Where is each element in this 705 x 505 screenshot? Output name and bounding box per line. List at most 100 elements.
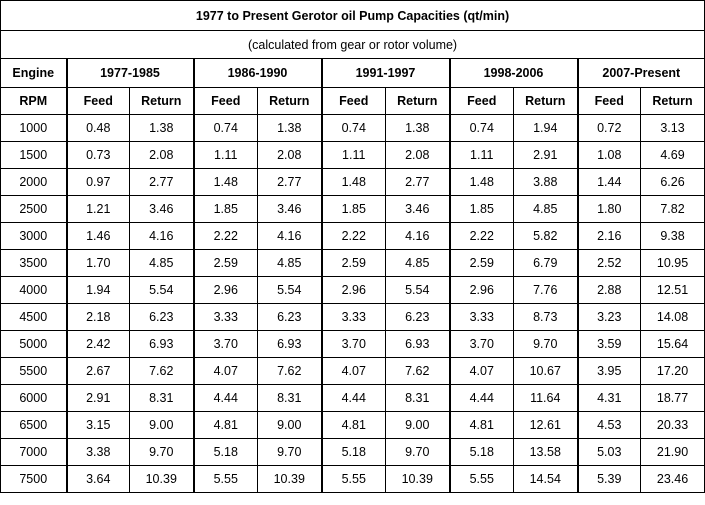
feed-cell: 1.44 bbox=[576, 168, 641, 196]
feed-cell: 4.31 bbox=[576, 384, 641, 412]
feed-cell: 1.08 bbox=[576, 141, 641, 169]
rpm-cell: 1500 bbox=[0, 141, 67, 169]
feed-cell: 3.95 bbox=[576, 357, 641, 385]
feed-cell: 4.53 bbox=[576, 411, 641, 439]
return-cell: 2.77 bbox=[385, 168, 450, 196]
rpm-cell: 2000 bbox=[0, 168, 67, 196]
rpm-cell: 7500 bbox=[0, 465, 67, 493]
feed-cell: 4.07 bbox=[192, 357, 258, 385]
table-row: 6500 3.15 9.00 4.81 9.00 4.81 9.00 4.81 12.61 4.5… bbox=[0, 411, 705, 439]
feed-cell: 0.74 bbox=[192, 114, 258, 142]
feed-header: Feed bbox=[448, 87, 514, 115]
feed-cell: 5.18 bbox=[448, 438, 514, 466]
return-cell: 6.93 bbox=[129, 330, 194, 358]
return-cell: 1.38 bbox=[385, 114, 450, 142]
feed-header: Feed bbox=[320, 87, 386, 115]
feed-cell: 1.21 bbox=[65, 195, 130, 223]
feed-cell: 4.07 bbox=[320, 357, 386, 385]
return-cell: 9.70 bbox=[385, 438, 450, 466]
return-cell: 4.85 bbox=[129, 249, 194, 277]
rpm-cell: 5500 bbox=[0, 357, 67, 385]
feed-cell: 3.23 bbox=[576, 303, 641, 331]
return-cell: 1.38 bbox=[129, 114, 194, 142]
return-cell: 12.61 bbox=[513, 411, 578, 439]
feed-cell: 5.55 bbox=[448, 465, 514, 493]
feed-cell: 0.97 bbox=[65, 168, 130, 196]
return-cell: 3.46 bbox=[129, 195, 194, 223]
table-row: 7000 3.38 9.70 5.18 9.70 5.18 9.70 5.18 13.58 5.0… bbox=[0, 438, 705, 466]
feed-cell: 3.38 bbox=[65, 438, 130, 466]
return-cell: 9.70 bbox=[129, 438, 194, 466]
return-cell: 4.85 bbox=[257, 249, 322, 277]
feed-cell: 3.70 bbox=[192, 330, 258, 358]
return-cell: 7.76 bbox=[513, 276, 578, 304]
return-cell: 4.16 bbox=[257, 222, 322, 250]
feed-cell: 5.55 bbox=[192, 465, 258, 493]
return-cell: 10.39 bbox=[257, 465, 322, 493]
feed-cell: 0.72 bbox=[576, 114, 641, 142]
feed-cell: 1.48 bbox=[448, 168, 514, 196]
return-cell: 2.08 bbox=[129, 141, 194, 169]
return-cell: 14.08 bbox=[639, 303, 705, 331]
rpm-cell: 3000 bbox=[0, 222, 67, 250]
feed-cell: 1.85 bbox=[320, 195, 386, 223]
return-cell: 20.33 bbox=[639, 411, 705, 439]
return-cell: 10.39 bbox=[385, 465, 450, 493]
feed-cell: 0.74 bbox=[448, 114, 514, 142]
return-cell: 6.23 bbox=[257, 303, 322, 331]
return-cell: 10.67 bbox=[513, 357, 578, 385]
return-header: Return bbox=[129, 87, 194, 115]
return-cell: 5.82 bbox=[513, 222, 578, 250]
return-cell: 8.31 bbox=[129, 384, 194, 412]
return-header: Return bbox=[257, 87, 322, 115]
return-cell: 14.54 bbox=[513, 465, 578, 493]
feed-cell: 2.59 bbox=[320, 249, 386, 277]
feed-header: Feed bbox=[65, 87, 130, 115]
return-cell: 4.69 bbox=[639, 141, 705, 169]
return-cell: 9.70 bbox=[257, 438, 322, 466]
return-cell: 4.85 bbox=[513, 195, 578, 223]
feed-cell: 4.07 bbox=[448, 357, 514, 385]
feed-cell: 1.11 bbox=[448, 141, 514, 169]
feed-cell: 3.33 bbox=[448, 303, 514, 331]
feed-cell: 2.18 bbox=[65, 303, 130, 331]
feed-cell: 2.59 bbox=[448, 249, 514, 277]
return-cell: 6.26 bbox=[639, 168, 705, 196]
return-cell: 2.08 bbox=[385, 141, 450, 169]
return-cell: 7.62 bbox=[257, 357, 322, 385]
return-cell: 3.46 bbox=[385, 195, 450, 223]
return-cell: 7.82 bbox=[639, 195, 705, 223]
return-cell: 7.62 bbox=[129, 357, 194, 385]
group-header-2007-present: 2007-Present bbox=[576, 58, 705, 88]
table-row: 1500 0.73 2.08 1.11 2.08 1.11 2.08 1.11 2.91 1.08… bbox=[0, 141, 705, 169]
return-cell: 4.85 bbox=[385, 249, 450, 277]
table-row: 2000 0.97 2.77 1.48 2.77 1.48 2.77 1.48 3.88 1.44… bbox=[0, 168, 705, 196]
table-row: 5500 2.67 7.62 4.07 7.62 4.07 7.62 4.07 10.67 3.9… bbox=[0, 357, 705, 385]
return-cell: 9.38 bbox=[639, 222, 705, 250]
feed-cell: 2.52 bbox=[576, 249, 641, 277]
table-row: 3000 1.46 4.16 2.22 4.16 2.22 4.16 2.22 5.82 2.16… bbox=[0, 222, 705, 250]
return-cell: 3.46 bbox=[257, 195, 322, 223]
feed-cell: 0.73 bbox=[65, 141, 130, 169]
feed-cell: 1.80 bbox=[576, 195, 641, 223]
group-header-1998-2006: 1998-2006 bbox=[448, 58, 578, 88]
table-subtitle: (calculated from gear or rotor volume) bbox=[0, 30, 705, 59]
feed-cell: 5.03 bbox=[576, 438, 641, 466]
feed-cell: 1.11 bbox=[320, 141, 386, 169]
feed-cell: 4.44 bbox=[192, 384, 258, 412]
feed-cell: 1.46 bbox=[65, 222, 130, 250]
feed-cell: 3.15 bbox=[65, 411, 130, 439]
feed-cell: 2.96 bbox=[320, 276, 386, 304]
rpm-cell: 5000 bbox=[0, 330, 67, 358]
return-cell: 9.70 bbox=[513, 330, 578, 358]
return-cell: 8.31 bbox=[257, 384, 322, 412]
feed-cell: 3.64 bbox=[65, 465, 130, 493]
feed-header: Feed bbox=[192, 87, 258, 115]
engine-header-line1: Engine bbox=[0, 58, 67, 88]
return-cell: 2.08 bbox=[257, 141, 322, 169]
feed-cell: 1.48 bbox=[320, 168, 386, 196]
feed-cell: 1.70 bbox=[65, 249, 130, 277]
table-row: 1000 0.48 1.38 0.74 1.38 0.74 1.38 0.74 1.94 0.72… bbox=[0, 114, 705, 142]
feed-cell: 0.74 bbox=[320, 114, 386, 142]
feed-cell: 3.33 bbox=[192, 303, 258, 331]
